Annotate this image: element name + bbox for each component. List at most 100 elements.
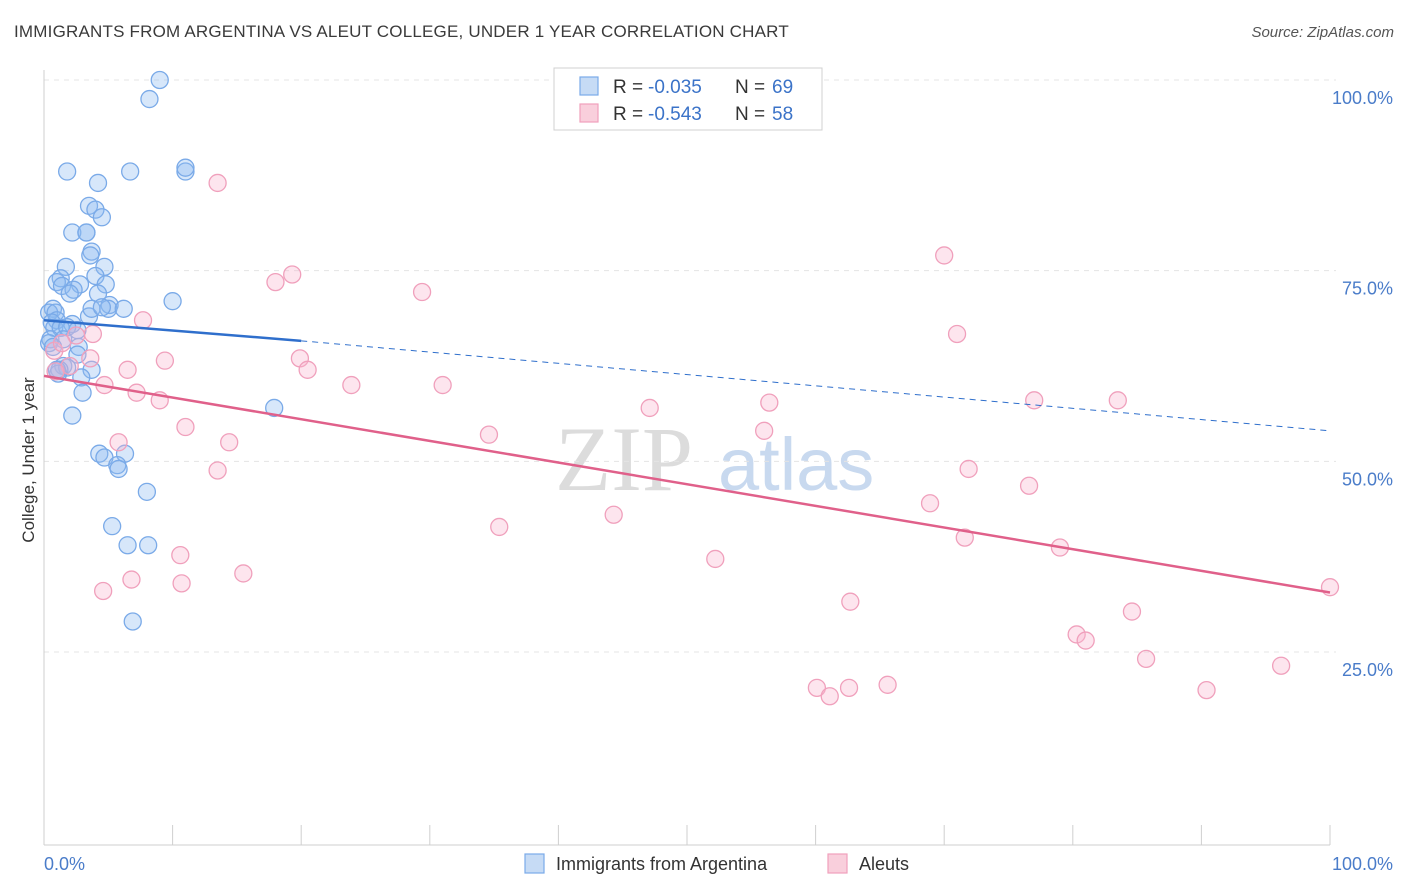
argentina-trend-extension bbox=[301, 340, 1331, 432]
aleuts-point bbox=[122, 570, 141, 589]
aleuts-point bbox=[1025, 391, 1044, 410]
argentina-point bbox=[63, 406, 82, 425]
aleuts-point bbox=[433, 375, 452, 395]
aleuts-trend-line bbox=[43, 374, 1331, 594]
aleuts-point bbox=[839, 678, 859, 697]
aleuts-point bbox=[176, 417, 195, 437]
aleuts-point bbox=[1122, 602, 1142, 621]
aleuts-point bbox=[820, 687, 839, 706]
aleuts-point bbox=[1067, 625, 1086, 644]
aleuts-point bbox=[959, 459, 978, 479]
aleuts-point bbox=[807, 678, 827, 697]
watermark-zip: ZIP bbox=[555, 408, 693, 510]
y-tick-label: 100.0% bbox=[1332, 88, 1393, 108]
series-legend-swatch-argentina bbox=[524, 853, 545, 874]
data-points bbox=[39, 70, 1340, 706]
argentina-point bbox=[137, 482, 157, 501]
aleuts-point bbox=[298, 360, 317, 379]
aleuts-point bbox=[234, 564, 253, 583]
aleuts-point bbox=[412, 282, 432, 302]
argentina-point bbox=[88, 284, 108, 303]
legend-n-label-1: N = bbox=[735, 77, 765, 98]
stats-legend-box bbox=[553, 67, 823, 131]
argentina-point bbox=[139, 536, 158, 555]
aleuts-point bbox=[878, 675, 897, 694]
argentina-point bbox=[56, 257, 76, 277]
aleuts-point bbox=[955, 528, 974, 547]
argentina-point bbox=[92, 208, 112, 227]
argentina-point bbox=[57, 162, 77, 181]
aleuts-point bbox=[94, 581, 113, 601]
legend-n-value-1: 69 bbox=[772, 77, 793, 98]
aleuts-point bbox=[1076, 631, 1095, 650]
aleuts-point bbox=[266, 272, 285, 292]
argentina-point bbox=[103, 517, 122, 536]
series-legend-swatch-aleuts bbox=[827, 853, 848, 874]
argentina-point bbox=[92, 298, 112, 317]
chart-source: Source: ZipAtlas.com bbox=[1251, 24, 1394, 41]
aleuts-point bbox=[760, 393, 779, 412]
watermark-atlas: atlas bbox=[718, 423, 874, 506]
aleuts-point bbox=[920, 494, 940, 513]
argentina-point bbox=[77, 223, 96, 242]
aleuts-point bbox=[342, 375, 361, 395]
aleuts-point bbox=[706, 549, 725, 569]
argentina-point bbox=[73, 383, 92, 402]
chart-title: IMMIGRANTS FROM ARGENTINA VS ALEUT COLLE… bbox=[14, 22, 789, 41]
x-tick-label: 100.0% bbox=[1332, 854, 1393, 874]
series-legend-label-argentina: Immigrants from Argentina bbox=[556, 854, 768, 874]
aleuts-point bbox=[155, 351, 175, 370]
legend-n-label-2: N = bbox=[735, 104, 765, 125]
aleuts-point bbox=[52, 333, 72, 353]
argentina-point bbox=[121, 162, 140, 181]
series-legend-label-aleuts: Aleuts bbox=[859, 854, 909, 874]
argentina-point bbox=[114, 299, 133, 318]
argentina-point bbox=[96, 275, 115, 294]
x-tick-labels: 0.0% 100.0% bbox=[44, 854, 1393, 874]
aleuts-point bbox=[490, 517, 509, 537]
x-tick-label: 0.0% bbox=[44, 854, 85, 874]
argentina-point bbox=[265, 398, 284, 418]
argentina-point bbox=[88, 173, 108, 193]
legend-n-value-2: 58 bbox=[772, 104, 793, 125]
argentina-point bbox=[109, 459, 128, 479]
aleuts-point bbox=[67, 326, 86, 345]
aleuts-point bbox=[1320, 578, 1340, 597]
aleuts-point bbox=[1019, 476, 1039, 495]
legend-swatch-argentina bbox=[579, 76, 599, 96]
aleuts-point bbox=[208, 173, 227, 193]
argentina-point bbox=[140, 89, 159, 109]
aleuts-point bbox=[118, 360, 137, 379]
argentina-point bbox=[150, 70, 169, 90]
y-tick-label: 25.0% bbox=[1342, 660, 1393, 680]
aleuts-point bbox=[1271, 656, 1291, 675]
aleuts-point bbox=[208, 461, 227, 480]
aleuts-point bbox=[935, 246, 954, 265]
y-tick-label: 75.0% bbox=[1342, 279, 1393, 299]
y-tick-labels: 25.0% 50.0% 75.0% 100.0% bbox=[1332, 88, 1393, 680]
stats-legend: R = -0.035 N = 69 R = -0.543 N = 58 bbox=[553, 67, 823, 131]
series-legend: Immigrants from Argentina Aleuts bbox=[524, 853, 909, 874]
aleuts-point bbox=[640, 398, 659, 418]
argentina-point bbox=[52, 276, 72, 296]
aleuts-point bbox=[172, 574, 191, 593]
aleuts-point bbox=[1108, 391, 1127, 410]
aleuts-point bbox=[133, 311, 153, 330]
aleuts-point bbox=[283, 265, 302, 284]
aleuts-point bbox=[755, 421, 774, 440]
aleuts-point bbox=[83, 324, 103, 344]
argentina-point bbox=[176, 158, 195, 177]
argentina-point bbox=[81, 246, 100, 265]
argentina-point bbox=[118, 536, 137, 555]
aleuts-point bbox=[1136, 649, 1156, 669]
aleuts-point bbox=[841, 592, 860, 611]
argentina-point bbox=[163, 292, 182, 311]
aleuts-point bbox=[109, 433, 128, 452]
aleuts-point bbox=[45, 341, 64, 360]
aleuts-point bbox=[1197, 680, 1216, 700]
aleuts-point bbox=[171, 545, 190, 565]
legend-swatch-aleuts bbox=[579, 103, 599, 123]
argentina-point bbox=[123, 612, 142, 631]
legend-r-value-1: -0.035 bbox=[648, 77, 702, 98]
